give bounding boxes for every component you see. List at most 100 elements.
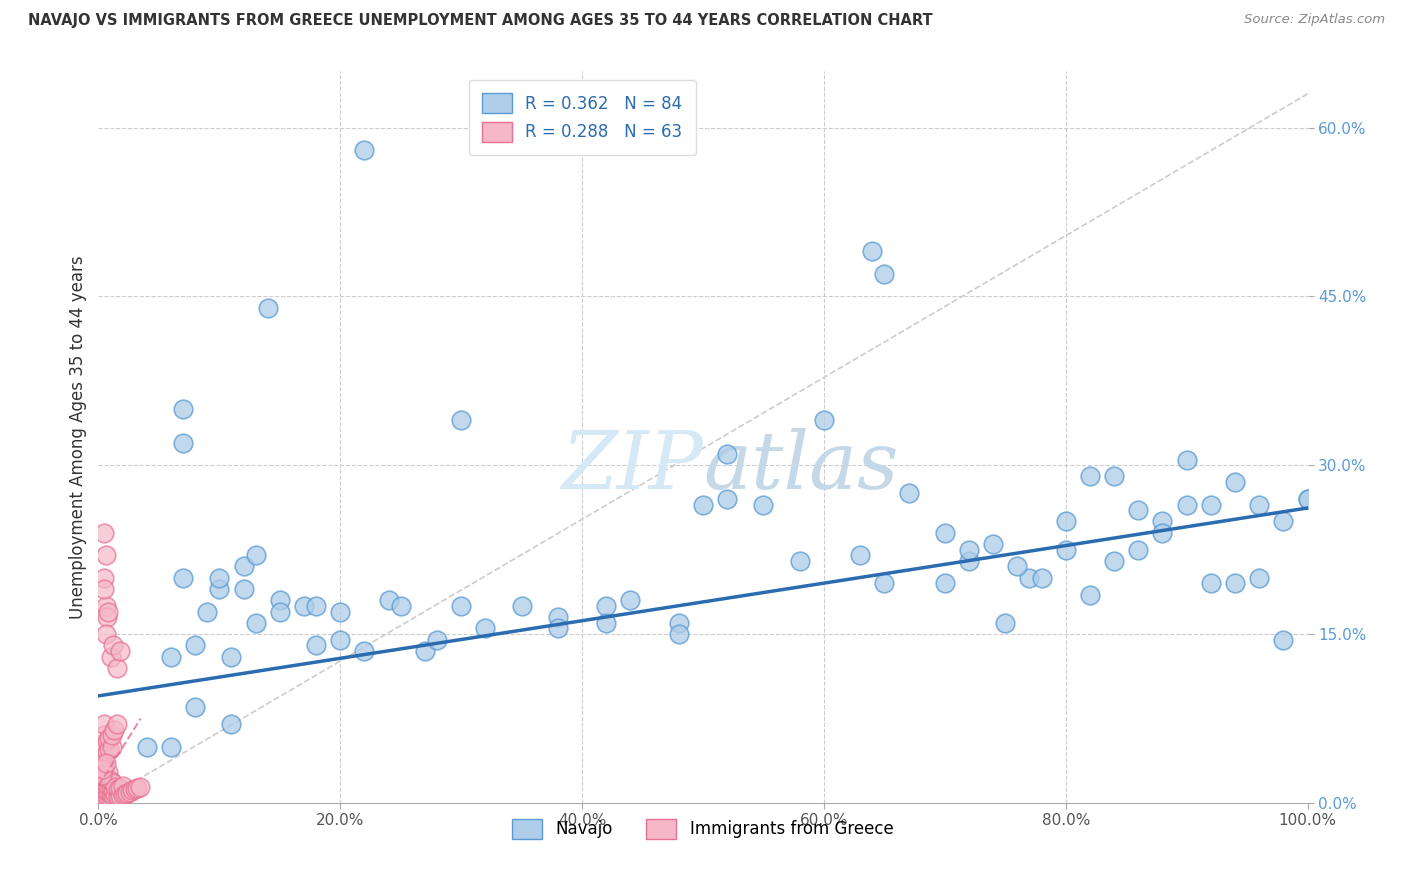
Point xyxy=(118,784,141,798)
Point xyxy=(1128,503,1150,517)
Point xyxy=(329,605,352,619)
Point xyxy=(1296,491,1319,506)
Point xyxy=(1102,554,1125,568)
Point xyxy=(160,739,183,754)
Point xyxy=(101,789,124,803)
Point xyxy=(595,615,617,630)
Point xyxy=(1054,515,1077,529)
Point xyxy=(269,593,291,607)
Point xyxy=(93,571,115,585)
Point xyxy=(107,790,129,805)
Point xyxy=(1102,469,1125,483)
Point xyxy=(1249,571,1271,585)
Point xyxy=(981,537,1004,551)
Point xyxy=(93,786,115,800)
Point xyxy=(93,778,115,792)
Point xyxy=(121,783,143,797)
Point xyxy=(450,413,472,427)
Point xyxy=(595,599,617,613)
Point xyxy=(1152,525,1174,540)
Point xyxy=(256,301,278,315)
Point xyxy=(91,762,114,776)
Point xyxy=(128,780,150,794)
Point xyxy=(1031,571,1053,585)
Point xyxy=(789,554,811,568)
Point xyxy=(994,615,1017,630)
Point xyxy=(547,610,569,624)
Point xyxy=(208,582,231,596)
Point xyxy=(208,571,231,585)
Point xyxy=(353,644,375,658)
Point xyxy=(105,661,128,675)
Point xyxy=(98,741,121,756)
Point xyxy=(108,781,131,796)
Point xyxy=(100,781,122,796)
Point xyxy=(93,770,115,784)
Point xyxy=(93,757,115,772)
Point xyxy=(111,779,134,793)
Legend: Navajo, Immigrants from Greece: Navajo, Immigrants from Greece xyxy=(506,812,900,846)
Point xyxy=(377,593,399,607)
Point xyxy=(117,786,139,800)
Point xyxy=(97,790,120,805)
Point xyxy=(1175,498,1198,512)
Point xyxy=(100,791,122,805)
Point xyxy=(93,774,115,789)
Point xyxy=(1078,588,1101,602)
Point xyxy=(94,756,117,771)
Point xyxy=(292,599,315,613)
Point xyxy=(93,582,115,596)
Point xyxy=(135,739,157,754)
Point xyxy=(93,782,115,797)
Point xyxy=(849,548,872,562)
Point xyxy=(221,717,243,731)
Point xyxy=(100,739,122,754)
Point xyxy=(93,739,115,754)
Point xyxy=(1054,542,1077,557)
Point xyxy=(94,548,117,562)
Point xyxy=(619,593,641,607)
Point xyxy=(1249,498,1271,512)
Point xyxy=(94,599,117,613)
Point xyxy=(108,644,131,658)
Point xyxy=(93,728,115,742)
Point xyxy=(93,717,115,731)
Text: ZIP: ZIP xyxy=(561,427,703,505)
Point xyxy=(100,787,122,801)
Point xyxy=(93,525,115,540)
Point xyxy=(668,627,690,641)
Point xyxy=(94,627,117,641)
Point xyxy=(813,413,835,427)
Point xyxy=(96,610,118,624)
Point xyxy=(957,542,980,557)
Point xyxy=(1078,469,1101,483)
Point xyxy=(389,599,412,613)
Point xyxy=(172,401,194,416)
Point xyxy=(752,498,775,512)
Point xyxy=(1223,576,1246,591)
Point xyxy=(124,782,146,797)
Point xyxy=(245,615,267,630)
Point xyxy=(716,447,738,461)
Point xyxy=(172,435,194,450)
Point xyxy=(934,525,956,540)
Point xyxy=(103,723,125,737)
Point xyxy=(1175,452,1198,467)
Point xyxy=(97,773,120,788)
Text: Source: ZipAtlas.com: Source: ZipAtlas.com xyxy=(1244,13,1385,27)
Point xyxy=(245,548,267,562)
Point xyxy=(93,792,115,806)
Point xyxy=(105,717,128,731)
Point xyxy=(104,780,127,794)
Point xyxy=(172,571,194,585)
Point xyxy=(98,731,121,745)
Point xyxy=(353,143,375,157)
Point xyxy=(232,559,254,574)
Point xyxy=(269,605,291,619)
Point xyxy=(93,764,115,779)
Point xyxy=(97,605,120,619)
Point xyxy=(101,783,124,797)
Text: NAVAJO VS IMMIGRANTS FROM GREECE UNEMPLOYMENT AMONG AGES 35 TO 44 YEARS CORRELAT: NAVAJO VS IMMIGRANTS FROM GREECE UNEMPLO… xyxy=(28,13,932,29)
Point xyxy=(127,781,149,796)
Point xyxy=(668,615,690,630)
